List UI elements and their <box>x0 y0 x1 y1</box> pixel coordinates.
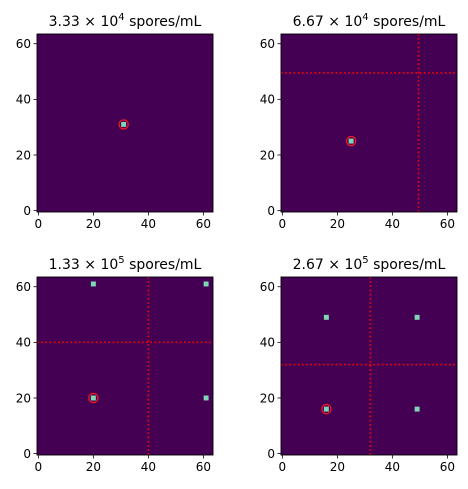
x-tick-label: 20 <box>330 217 345 231</box>
x-tick-label: 40 <box>141 460 156 474</box>
bright-spot <box>91 281 96 286</box>
y-tick-label: 40 <box>16 336 31 350</box>
image-background <box>281 277 457 455</box>
y-tick-label: 20 <box>260 391 275 405</box>
y-tick-label: 20 <box>16 391 31 405</box>
y-tick-label: 20 <box>16 148 31 162</box>
x-tick-label: 60 <box>196 217 211 231</box>
image-background <box>281 34 457 212</box>
x-tick-label: 0 <box>279 217 287 231</box>
y-tick-label: 60 <box>260 37 275 51</box>
x-tick-label: 0 <box>35 460 43 474</box>
panel-title: 1.33 × 105 spores/mL <box>49 255 202 273</box>
y-tick-label: 0 <box>23 447 31 461</box>
x-tick-label: 40 <box>141 217 156 231</box>
x-tick-label: 20 <box>330 460 345 474</box>
bright-spot <box>324 407 329 412</box>
panel-title: 3.33 × 104 spores/mL <box>49 12 202 30</box>
image-background <box>37 277 213 455</box>
title-unit: spores/mL <box>125 257 202 273</box>
bright-spot <box>204 281 209 286</box>
x-tick-label: 40 <box>385 460 400 474</box>
title-base: 10 <box>100 257 118 273</box>
x-tick-label: 0 <box>279 460 287 474</box>
y-tick-label: 60 <box>16 37 31 51</box>
title-mantissa: 1.33 <box>49 257 80 273</box>
x-tick-label: 20 <box>86 217 101 231</box>
bright-spot <box>91 396 96 401</box>
panel-1: 0 20 40 60 0 20 40 60 3.33 × 104 spores/mL <box>16 12 213 231</box>
y-tick-label: 0 <box>267 204 275 218</box>
bright-spot <box>415 315 420 320</box>
y-tick-label: 60 <box>16 280 31 294</box>
y-tick-label: 60 <box>260 280 275 294</box>
x-tick-label: 0 <box>35 217 43 231</box>
x-tick-label: 60 <box>440 217 455 231</box>
bright-spot <box>349 139 354 144</box>
bright-spot <box>324 315 329 320</box>
panel-3: 0 20 40 60 0 20 40 60 1.33 × 105 spores/mL <box>16 255 213 474</box>
y-tick-label: 40 <box>260 336 275 350</box>
bright-spot <box>121 122 126 127</box>
title-mantissa: 6.67 <box>293 14 324 30</box>
title-unit: spores/mL <box>125 14 202 30</box>
y-tick-label: 0 <box>267 447 275 461</box>
panel-title: 2.67 × 105 spores/mL <box>293 255 446 273</box>
title-base: 10 <box>344 14 362 30</box>
x-tick-label: 20 <box>86 460 101 474</box>
x-tick-label: 60 <box>440 460 455 474</box>
title-times-sign: × <box>324 257 345 273</box>
bright-spot <box>204 396 209 401</box>
panel-title: 6.67 × 104 spores/mL <box>293 12 446 30</box>
y-tick-label: 0 <box>23 204 31 218</box>
panel-4: 0 20 40 60 0 20 40 60 2.67 × 105 spores/mL <box>260 255 457 474</box>
title-unit: spores/mL <box>369 257 446 273</box>
y-tick-label: 20 <box>260 148 275 162</box>
title-unit: spores/mL <box>369 14 446 30</box>
x-tick-label: 60 <box>196 460 211 474</box>
title-mantissa: 2.67 <box>293 257 324 273</box>
title-base: 10 <box>100 14 118 30</box>
title-base: 10 <box>344 257 362 273</box>
title-times-sign: × <box>324 14 345 30</box>
title-mantissa: 3.33 <box>49 14 80 30</box>
title-times-sign: × <box>80 14 101 30</box>
bright-spot <box>415 407 420 412</box>
y-tick-label: 40 <box>16 93 31 107</box>
title-times-sign: × <box>80 257 101 273</box>
panel-2: 0 20 40 60 0 20 40 60 6.67 × 104 spores/mL <box>260 12 457 231</box>
y-tick-label: 40 <box>260 93 275 107</box>
x-tick-label: 40 <box>385 217 400 231</box>
